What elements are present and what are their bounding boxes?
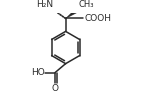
Text: H₂N: H₂N — [36, 0, 54, 9]
Text: COOH: COOH — [84, 14, 111, 23]
Text: O: O — [52, 84, 59, 93]
Text: HO: HO — [31, 68, 45, 77]
Polygon shape — [66, 9, 78, 19]
Text: CH₃: CH₃ — [78, 0, 94, 9]
